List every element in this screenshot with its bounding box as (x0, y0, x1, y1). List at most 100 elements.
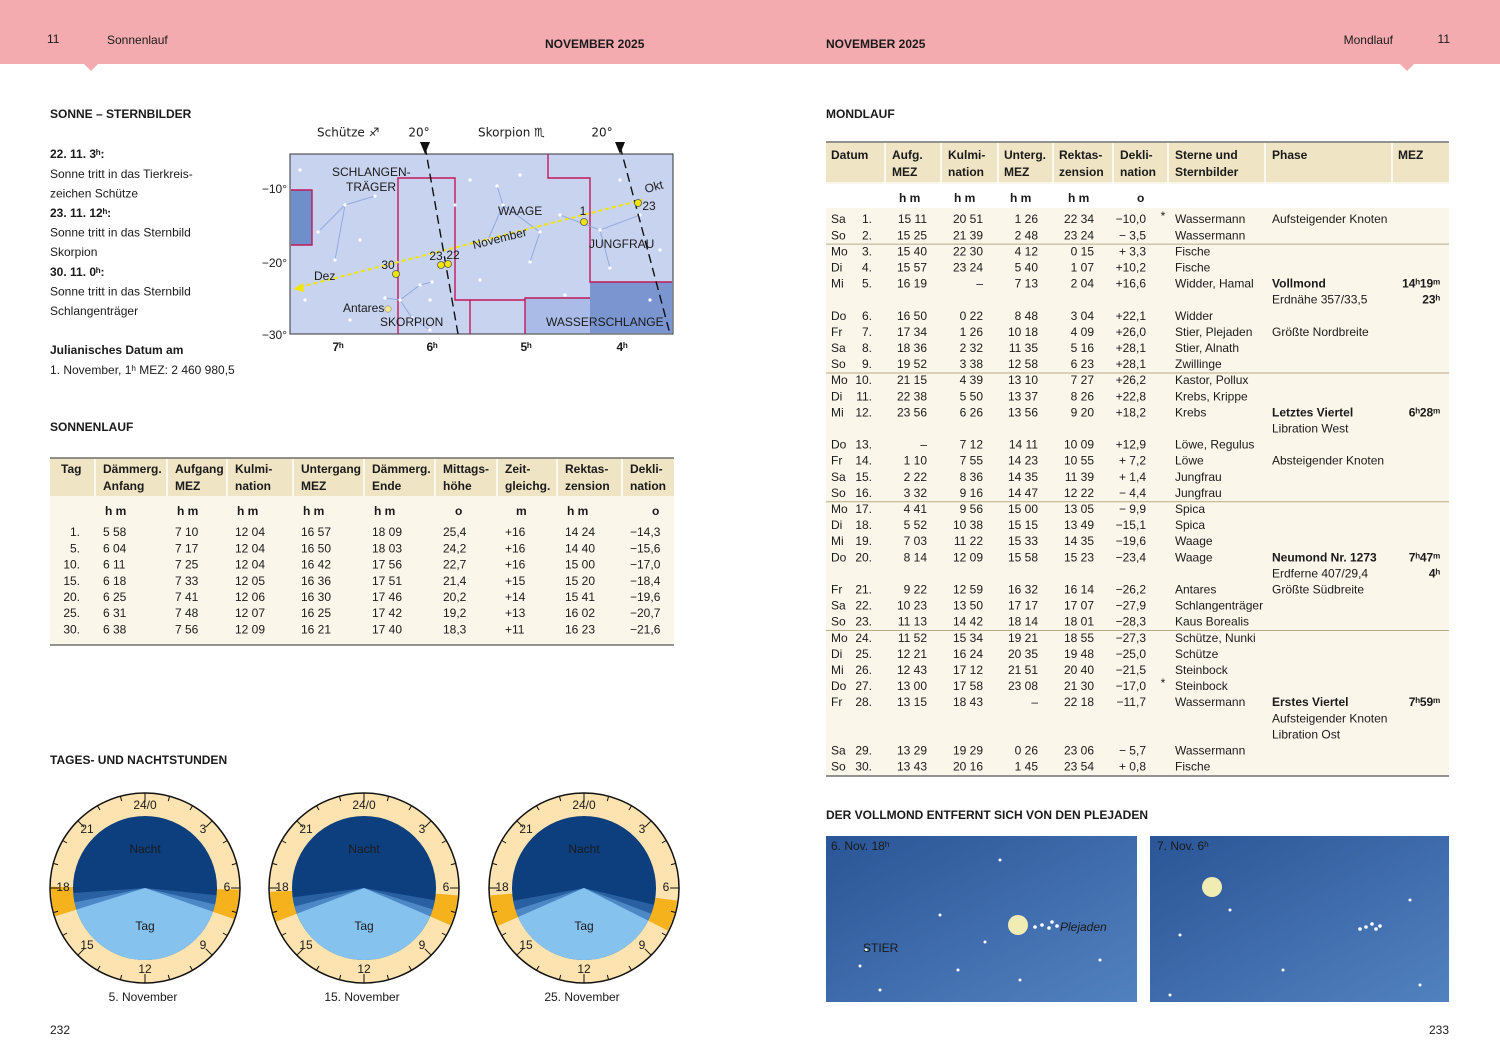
table-cell: Löwe (1175, 454, 1204, 468)
table-cell: Sa (831, 470, 846, 484)
twilight-arc (270, 890, 297, 922)
table-cell: 14 24 (565, 525, 595, 539)
phase-cell: Libration Ost (1272, 727, 1341, 741)
sun-position (580, 218, 588, 226)
dial-tick (231, 862, 237, 866)
table-cell: 7 25 (175, 558, 199, 572)
table-cell: Krebs (1175, 405, 1206, 419)
ra-label: 6ʰ (426, 340, 438, 354)
ra-label: 7ʰ (332, 340, 344, 354)
table-cell: Wassermann (1175, 228, 1245, 242)
page-number: 232 (50, 1023, 70, 1037)
table-cell: 6 18 (103, 574, 127, 588)
table-cell: 23 56 (897, 405, 927, 419)
table-cell: 15 40 (897, 244, 927, 258)
column-header: Phase (1272, 148, 1308, 162)
month-label: NOVEMBER 2025 (545, 37, 645, 51)
table-cell: Di (831, 518, 842, 532)
photo-star (858, 964, 862, 968)
table-cell: 23 06 (1064, 743, 1094, 757)
date-marker: 1 (580, 204, 587, 218)
dial-tick (119, 796, 123, 802)
star (478, 278, 482, 282)
dial-tick (77, 948, 85, 956)
table-cell: 18 14 (1008, 615, 1038, 629)
table-cell: + 0,8 (1119, 760, 1146, 774)
table-cell: 16 50 (897, 309, 927, 323)
unit-label: o (652, 504, 659, 518)
table-cell: 5 50 (960, 389, 984, 403)
table-cell: Mi (831, 405, 844, 419)
night-label: Nacht (129, 842, 161, 856)
phase-time: 14ʰ19ᵐ (1402, 277, 1440, 291)
table-cell: 20 40 (1064, 663, 1094, 677)
table-cell: 2 22 (904, 470, 928, 484)
declination-label: −10° (262, 182, 287, 196)
table-cell: 5 58 (103, 525, 127, 539)
table-cell: Mi (831, 534, 844, 548)
table-cell: 14. (855, 454, 872, 468)
table-cell: 12 04 (235, 558, 265, 572)
table-cell: −15,6 (630, 541, 661, 555)
day-label: Tag (135, 919, 154, 933)
dial-tick (53, 862, 59, 866)
table-cell: −27,9 (1116, 599, 1147, 613)
star (648, 298, 652, 302)
column-header: höhe (443, 479, 472, 493)
table-cell: 25. (855, 647, 872, 661)
column-header: nation (1120, 165, 1156, 179)
table-cell: Di (831, 389, 842, 403)
table-cell: Jungfrau (1175, 470, 1222, 484)
day-label: Tag (574, 919, 593, 933)
julian-text: 1. November, 1ʰ MEZ: 2 460 980,5 (50, 363, 235, 377)
table-cell: 28. (855, 695, 872, 709)
table-cell: −23,4 (1116, 550, 1147, 564)
table-cell: Fr (831, 454, 842, 468)
hour-label: 3 (419, 822, 426, 836)
star (428, 328, 432, 332)
table-cell: 21 51 (1008, 663, 1038, 677)
table-cell: 2 48 (1015, 228, 1039, 242)
table-cell: Mo (831, 502, 848, 516)
table-cell: Do (831, 438, 847, 452)
table-cell: 7 27 (1071, 373, 1095, 387)
table-cell: 7 13 (1015, 277, 1039, 291)
star (658, 248, 662, 252)
dial-tick (501, 932, 507, 936)
table-cell: 1. (70, 525, 80, 539)
column-header: Anfang (103, 479, 144, 493)
sign-boundary (424, 145, 459, 335)
table-cell: 9 56 (960, 502, 984, 516)
dial-tick (450, 862, 456, 866)
table-cell: 18 43 (953, 695, 983, 709)
table-cell: −28,3 (1116, 615, 1147, 629)
dial-tick (536, 805, 540, 811)
table-cell: 17 51 (372, 574, 402, 588)
table-cell: Wassermann (1175, 695, 1245, 709)
table-cell: 15. (855, 470, 872, 484)
table-header (826, 143, 1449, 182)
sign-boundary (619, 145, 671, 335)
table-cell: 15 25 (897, 228, 927, 242)
dial-tick (53, 910, 59, 914)
table-cell: 12 43 (897, 663, 927, 677)
table-cell: Sa (831, 599, 846, 613)
star (430, 280, 434, 284)
twilight-arc (51, 886, 77, 917)
table-cell: 17 40 (372, 622, 402, 636)
table-cell: 14 42 (953, 615, 983, 629)
photo-label: Plejaden (1060, 920, 1107, 934)
table-cell: 15 41 (565, 590, 595, 604)
table-cell: −19,6 (630, 590, 661, 604)
table-cell: Jungfrau (1175, 486, 1222, 500)
table-cell: 0 22 (960, 309, 984, 323)
column-header: Dekli- (1120, 148, 1153, 162)
table-cell: 18 09 (372, 525, 402, 539)
star (383, 296, 387, 300)
column-header: Datum (831, 148, 868, 162)
table-cell: 8 26 (1071, 389, 1095, 403)
table-cell: 16 23 (565, 622, 595, 636)
dial-tick (606, 974, 610, 980)
table-cell: −26,2 (1116, 582, 1147, 596)
